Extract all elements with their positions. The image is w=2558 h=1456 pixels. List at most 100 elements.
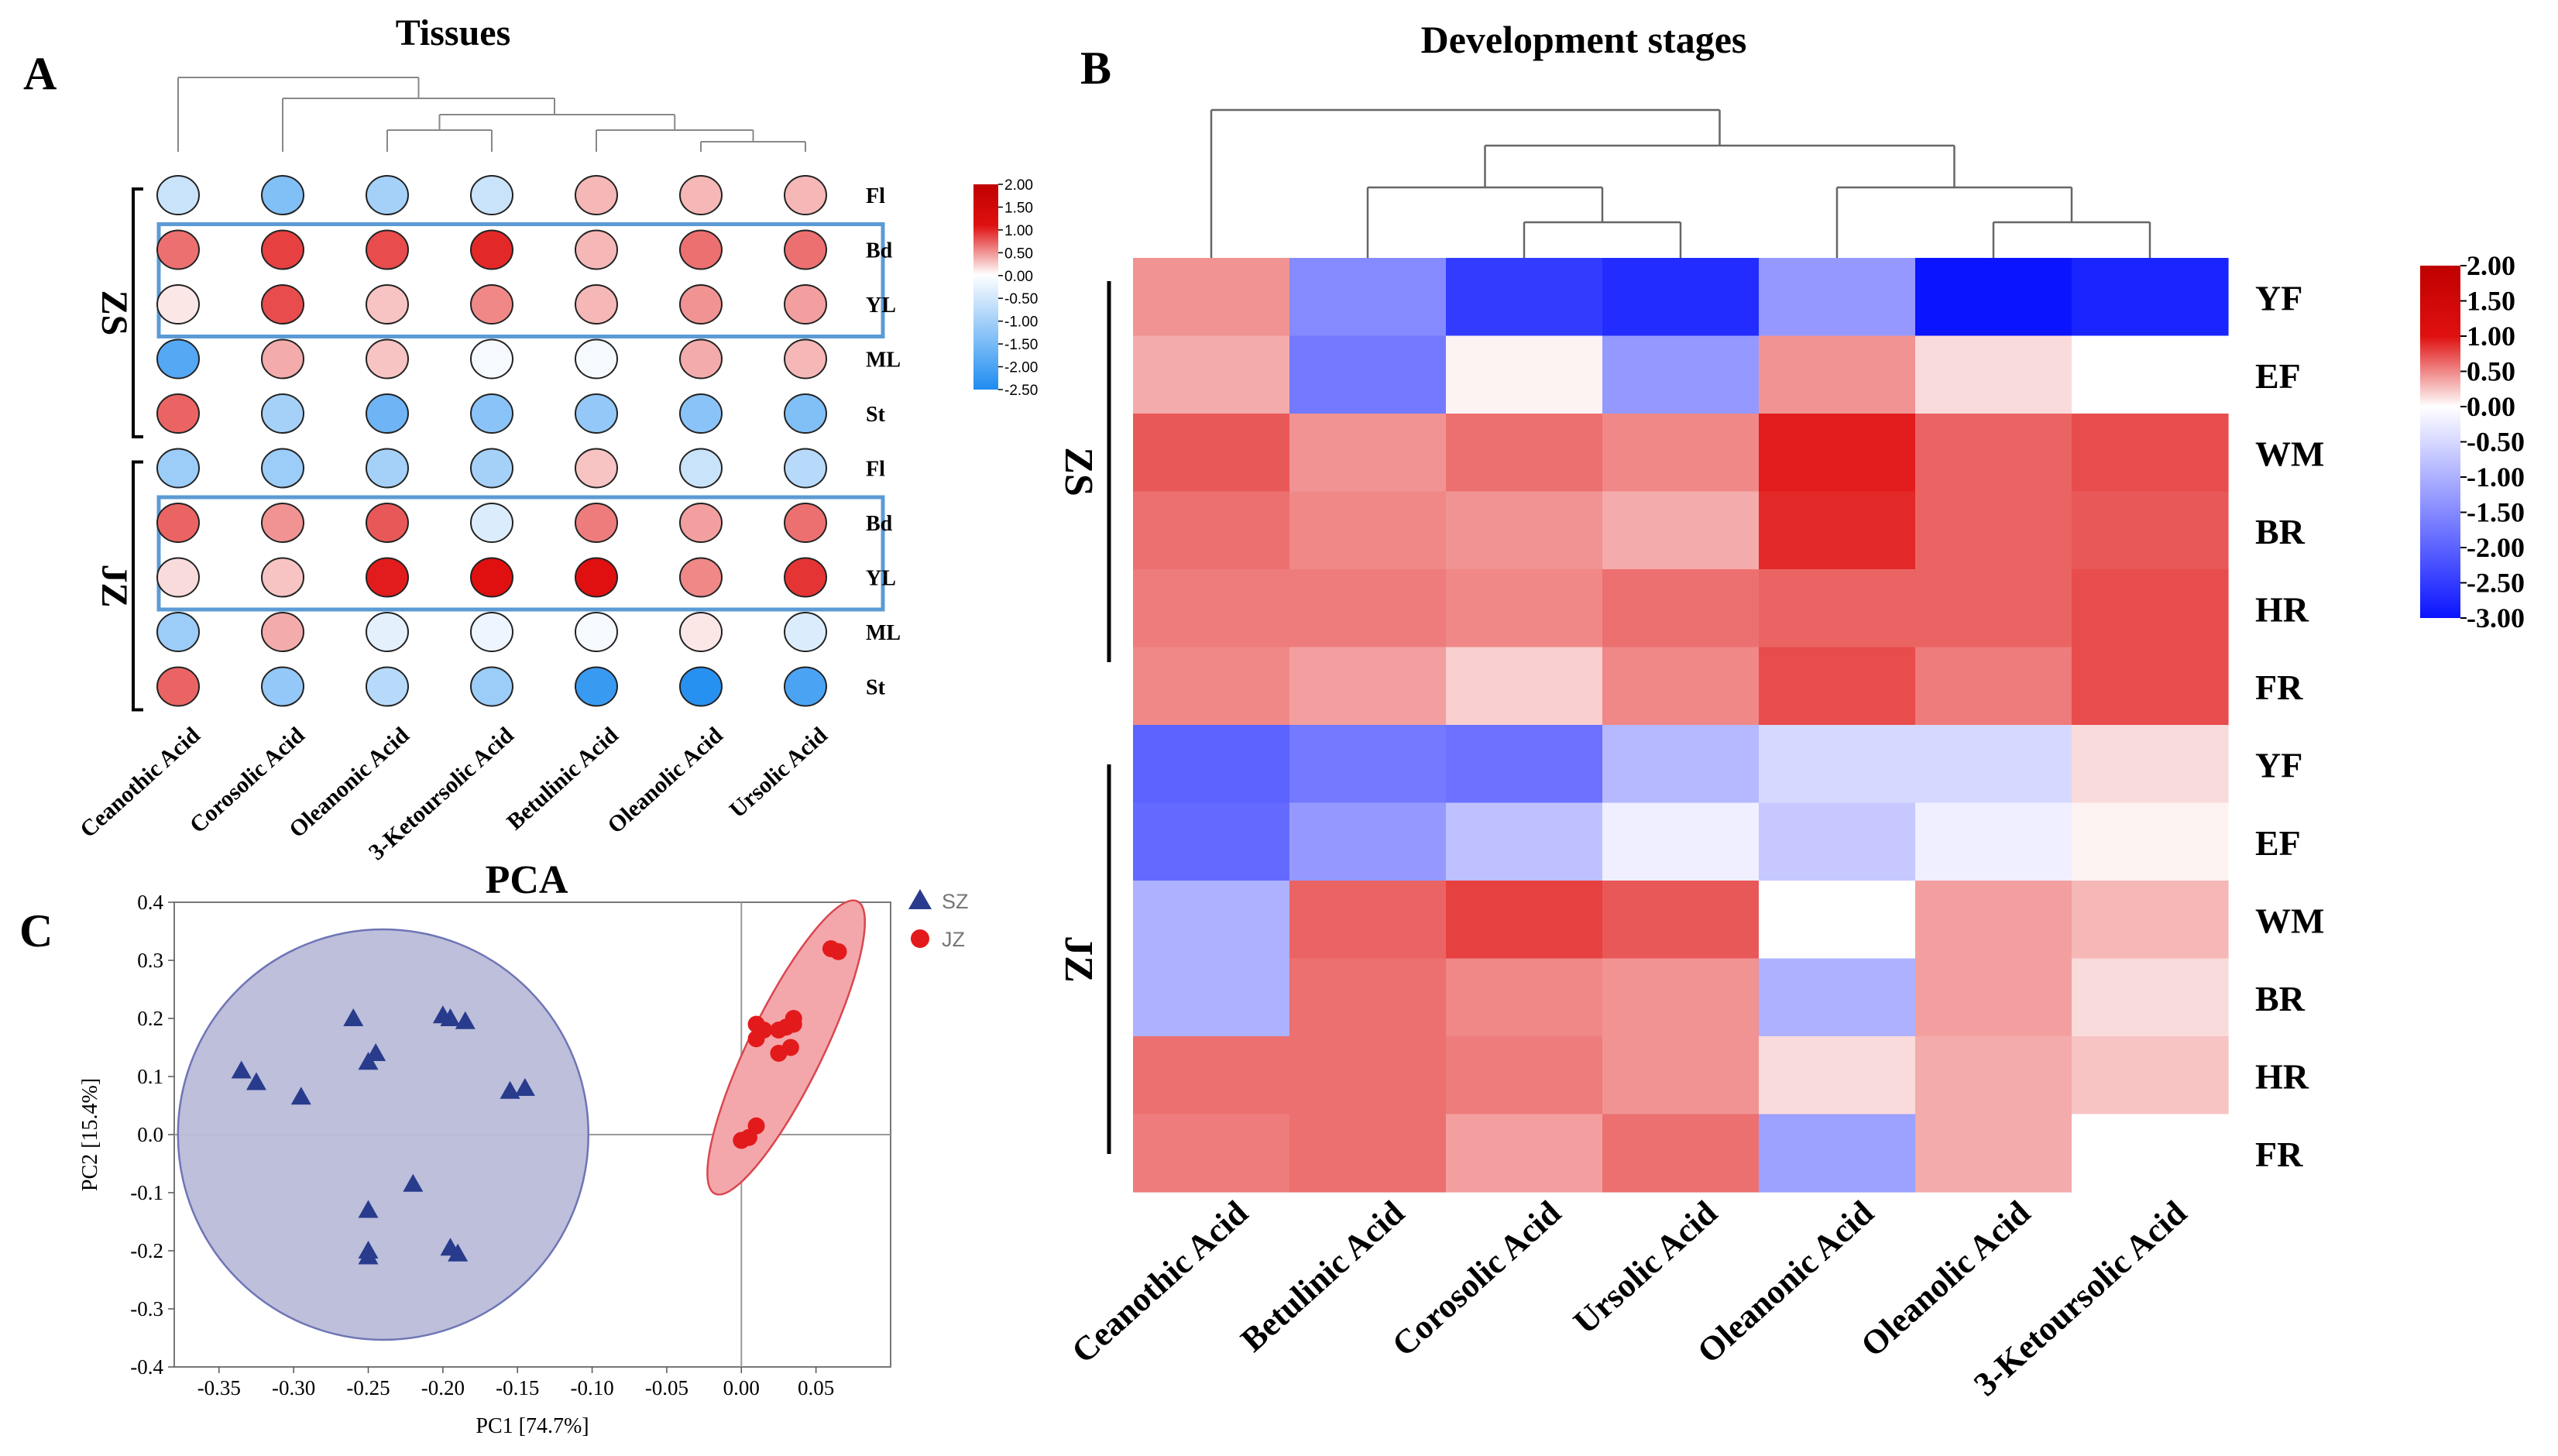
- x-tick-label: 0.00: [723, 1376, 760, 1399]
- heat-cell: [1915, 258, 2072, 337]
- row-label: Fl: [866, 458, 885, 482]
- heat-cell: [1133, 647, 1290, 726]
- group-label: JZ: [94, 564, 135, 607]
- sz-point: [366, 1043, 386, 1061]
- sz-point: [358, 1246, 379, 1265]
- heat-cell: [1759, 414, 1916, 493]
- heat-circle: [261, 666, 304, 707]
- colorbar-tick-label: -2.50: [2467, 568, 2525, 599]
- y-tick-label: 0.0: [137, 1123, 163, 1146]
- heat-cell: [1915, 569, 2072, 648]
- sz-point: [448, 1243, 469, 1262]
- x-tick-label: -0.05: [645, 1376, 688, 1399]
- heat-circle: [575, 229, 618, 270]
- heat-circle: [575, 557, 618, 598]
- heat-cell: [1446, 414, 1603, 493]
- group-bracket: [132, 460, 143, 712]
- heat-cell: [1446, 881, 1603, 960]
- y-tick-label: 0.4: [137, 891, 163, 914]
- heat-cell: [1133, 802, 1290, 881]
- heat-cell: [1133, 414, 1290, 493]
- heat-cell: [1446, 569, 1603, 648]
- heat-circle: [470, 175, 513, 215]
- heat-cell: [1289, 647, 1447, 726]
- heat-cell: [1289, 958, 1447, 1037]
- sz-point: [440, 1008, 461, 1026]
- heat-circle: [679, 557, 723, 598]
- heat-circle: [470, 229, 513, 270]
- heat-cell: [1446, 958, 1603, 1037]
- heat-cell: [1446, 802, 1603, 881]
- row-label: EF: [2255, 356, 2301, 396]
- jz-point: [747, 1030, 765, 1048]
- heat-circle: [784, 284, 827, 325]
- highlight-box-jz: [156, 495, 885, 612]
- row-label: WM: [2255, 434, 2324, 473]
- row-label: Bd: [866, 512, 893, 536]
- row-label: YL: [866, 567, 896, 591]
- heat-cell: [2072, 335, 2229, 414]
- x-tick-label: -0.10: [570, 1376, 613, 1399]
- y-axis-label: PC2 [15.4%]: [78, 1078, 102, 1191]
- heat-circle: [575, 338, 618, 379]
- heat-circle: [366, 338, 409, 379]
- jz-point: [747, 1015, 765, 1033]
- heat-circle: [470, 338, 513, 379]
- heat-cell: [1446, 725, 1603, 804]
- colorbar-tick-label: 1.50: [1004, 200, 1033, 216]
- heat-cell: [1133, 491, 1290, 570]
- heat-circle: [784, 557, 827, 598]
- heat-cell: [1446, 1114, 1603, 1193]
- heat-cell: [1602, 569, 1760, 648]
- heat-cell: [1446, 335, 1603, 414]
- heat-cell: [1602, 1036, 1760, 1115]
- heat-circle: [261, 338, 304, 379]
- sz-point: [343, 1008, 364, 1026]
- heat-circle: [156, 393, 200, 434]
- heat-circle: [784, 229, 827, 270]
- heat-cell: [1759, 647, 1916, 726]
- column-label: Betulinic Acid: [1234, 1193, 1412, 1359]
- row-label: FR: [2255, 1135, 2303, 1174]
- heat-circle: [679, 612, 723, 652]
- jz-point: [785, 1010, 802, 1027]
- heat-circle: [470, 666, 513, 707]
- heat-cell: [2072, 802, 2229, 881]
- heat-circle: [679, 448, 723, 489]
- heat-circle: [366, 393, 409, 434]
- heat-circle: [156, 175, 200, 215]
- row-label: St: [866, 403, 886, 427]
- colorbar-b: [2420, 266, 2460, 618]
- x-axis-label: PC1 [74.7%]: [476, 1414, 589, 1438]
- colorbar-tick-label: 0.50: [2467, 356, 2515, 387]
- heat-circle: [366, 503, 409, 543]
- sz-point: [500, 1080, 520, 1099]
- row-label: ML: [866, 349, 901, 373]
- heat-cell: [1289, 491, 1447, 570]
- heat-cell: [1289, 258, 1447, 337]
- colorbar-tick-label: -2.00: [1004, 360, 1038, 376]
- heat-cell: [1133, 569, 1290, 648]
- heat-cell: [1602, 647, 1760, 726]
- heat-cell: [1915, 1114, 2072, 1193]
- heat-cell: [1133, 725, 1290, 804]
- heat-cell: [1759, 802, 1916, 881]
- heat-cell: [1602, 258, 1760, 337]
- heat-cell: [1289, 569, 1447, 648]
- heat-circle: [156, 557, 200, 598]
- row-label: BR: [2255, 979, 2306, 1018]
- heat-cell: [1602, 491, 1760, 570]
- sz-point: [514, 1078, 535, 1096]
- x-tick-label: -0.35: [197, 1376, 241, 1399]
- x-tick-label: -0.25: [346, 1376, 390, 1399]
- row-label: St: [866, 676, 886, 700]
- heat-circle: [575, 666, 618, 707]
- heat-cell: [1759, 569, 1916, 648]
- y-tick-label: -0.3: [130, 1297, 163, 1320]
- heat-cell: [1915, 335, 2072, 414]
- heat-cell: [1446, 491, 1603, 570]
- column-label: Ceanothic Acid: [75, 722, 205, 843]
- jz-point: [747, 1117, 765, 1135]
- heat-cell: [1289, 725, 1447, 804]
- heat-cell: [1915, 958, 2072, 1037]
